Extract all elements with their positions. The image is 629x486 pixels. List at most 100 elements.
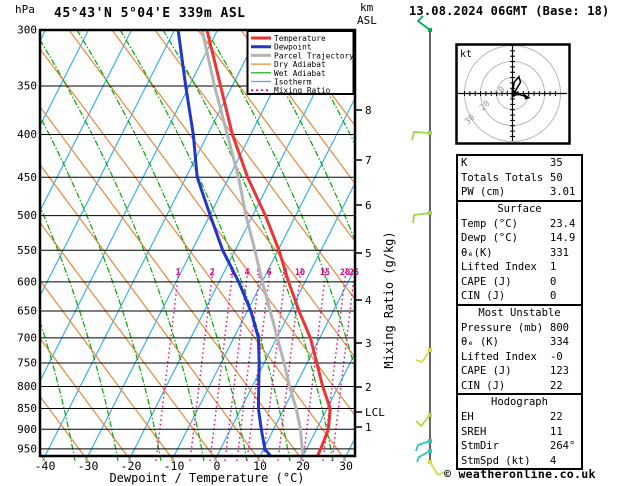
wet-adiabat-line [119, 30, 291, 461]
altitude-unit-label-asl: ASL [357, 14, 377, 27]
km-tick-label: 3 [365, 337, 372, 350]
wind-barb [411, 131, 431, 141]
km-tick-label: 1 [365, 421, 372, 434]
mixing-ratio-line [331, 267, 355, 461]
mixing-ratio-value-label: 2 [209, 268, 214, 278]
table-row-value: 800 [550, 321, 569, 334]
km-tick-label: 5 [365, 247, 372, 260]
temperature-tick-label: -10 [164, 459, 185, 473]
table-row-label: StmDir [461, 440, 499, 452]
wind-barb-marker [428, 211, 432, 215]
isotherm-line [40, 30, 133, 213]
dewpoint-curve [176, 30, 272, 458]
temperature-axis: -40 -30 -20 -10 0 10 20 30 [35, 459, 353, 473]
table-row-label: CAPE (J) [461, 365, 512, 377]
table-section-header: Hodograph [491, 396, 548, 408]
run-date-title: 13.08.2024 06GMT (Base: 18) [409, 4, 610, 18]
stats-table: Most Unstable Pressure (mb) 800 θₑ (K) 334 Li… [456, 303, 583, 395]
wind-barb [416, 450, 431, 463]
temperature-curve [205, 30, 332, 458]
hodograph-ring-label: 30 [463, 113, 477, 127]
isotherm-line [0, 30, 3, 461]
wind-barb-column [411, 15, 445, 477]
table-row-label: Totals Totals [461, 171, 544, 184]
hodograph-border [455, 43, 571, 145]
table-row: Lifted Index -0 [458, 350, 581, 365]
pressure-tick-label: 850 [17, 402, 37, 415]
table-row: Lifted Index 1 [458, 260, 581, 275]
pressure-tick-label: 650 [17, 304, 37, 317]
table-row-value: 334 [550, 336, 569, 348]
km-tick-label: 7 [365, 154, 372, 167]
table-row-value: 1 [550, 261, 557, 273]
dry-adiabat-line [68, 30, 355, 417]
pressure-tick-label: 600 [17, 275, 37, 288]
pressure-tick-label: 900 [17, 423, 37, 436]
pressure-tick-label: 700 [17, 331, 37, 344]
table-row: K 35 [458, 156, 581, 171]
km-tick-label: 6 [365, 199, 372, 212]
altitude-unit-label-km: km [360, 1, 374, 14]
mixing-ratio-value-label: 10 [295, 268, 305, 278]
table-row-value: 14.9 [550, 232, 576, 244]
table-row-label: Lifted Index [461, 350, 537, 363]
isotherm-line [213, 181, 355, 461]
dry-adiabat-line [40, 163, 261, 461]
pressure-tick-label: 950 [17, 442, 37, 455]
isotherm-line [40, 30, 219, 383]
table-section-header: Most Unstable [478, 306, 561, 319]
wind-barb-marker [428, 131, 432, 135]
mixing-ratio-line [189, 267, 214, 461]
km-tick-label: 4 [365, 294, 372, 307]
table-row-value: 3.01 [550, 186, 576, 198]
lcl-label: LCL [365, 406, 385, 419]
hodograph-trace [511, 75, 531, 100]
dry-adiabat-line [197, 30, 355, 243]
wind-barb [416, 15, 431, 31]
wind-barb [429, 461, 445, 477]
legend-label: Parcel Trajectory [274, 51, 354, 60]
mixing-ratio-value-label: 6 [266, 268, 271, 278]
table-row: StmDir 264° [458, 439, 581, 454]
table-row-value: 11 [550, 425, 563, 438]
table-row-label: Temp (°C) [461, 217, 518, 230]
table-row-label: CIN (J) [461, 379, 506, 392]
legend-label: Dry Adiabat [274, 60, 326, 69]
pressure-unit-label: hPa [15, 3, 35, 16]
x-axis-title: Dewpoint / Temperature (°C) [109, 471, 304, 485]
pressure-tick-label: 300 [17, 23, 37, 36]
pressure-tick-label: 750 [17, 356, 37, 369]
stats-table: Surface Temp (°C) 23.4 Dewp (°C) 14.9 θₑ(K) 33… [456, 199, 583, 306]
isotherm-line [299, 351, 355, 461]
isotherm-line [40, 30, 176, 298]
temperature-tick-label: 10 [253, 459, 267, 473]
copyright-footer: © weatheronline.co.uk [444, 467, 596, 481]
dry-adiabat-line [40, 47, 347, 461]
isotherm-line [40, 30, 90, 128]
wet-adiabat-line [40, 38, 205, 461]
pressure-tick-label: 350 [17, 79, 37, 92]
table-row: θₑ(K) 331 [458, 246, 581, 261]
table-row-label: Pressure (mb) [461, 321, 544, 334]
stats-table: K 35 Totals Totals 50 PW (cm) 3.01 [456, 154, 583, 202]
table-row-value: 50 [550, 171, 563, 184]
km-tick-label: 8 [365, 104, 372, 117]
wind-barb-marker [428, 28, 432, 32]
stats-tables: K 35 Totals Totals 50 PW (cm) 3.01 Surface Temp… [456, 154, 583, 470]
dry-adiabat-line [40, 221, 218, 461]
table-row: SREH 11 [458, 425, 581, 440]
wind-barb [412, 212, 431, 224]
table-row: Dewp (°C) 14.9 [458, 231, 581, 246]
table-row-value: 22 [550, 379, 563, 392]
legend-frame [246, 30, 355, 95]
table-row-value: 35 [550, 157, 563, 169]
table-row: StmSpd (kt) 4 [458, 454, 581, 469]
table-row: θₑ (K) 334 [458, 335, 581, 350]
table-row-label: Dewp (°C) [461, 232, 518, 244]
table-section-header: Surface [497, 202, 542, 215]
table-row-value: 23.4 [550, 217, 576, 230]
pressure-tick-label: 500 [17, 209, 37, 222]
